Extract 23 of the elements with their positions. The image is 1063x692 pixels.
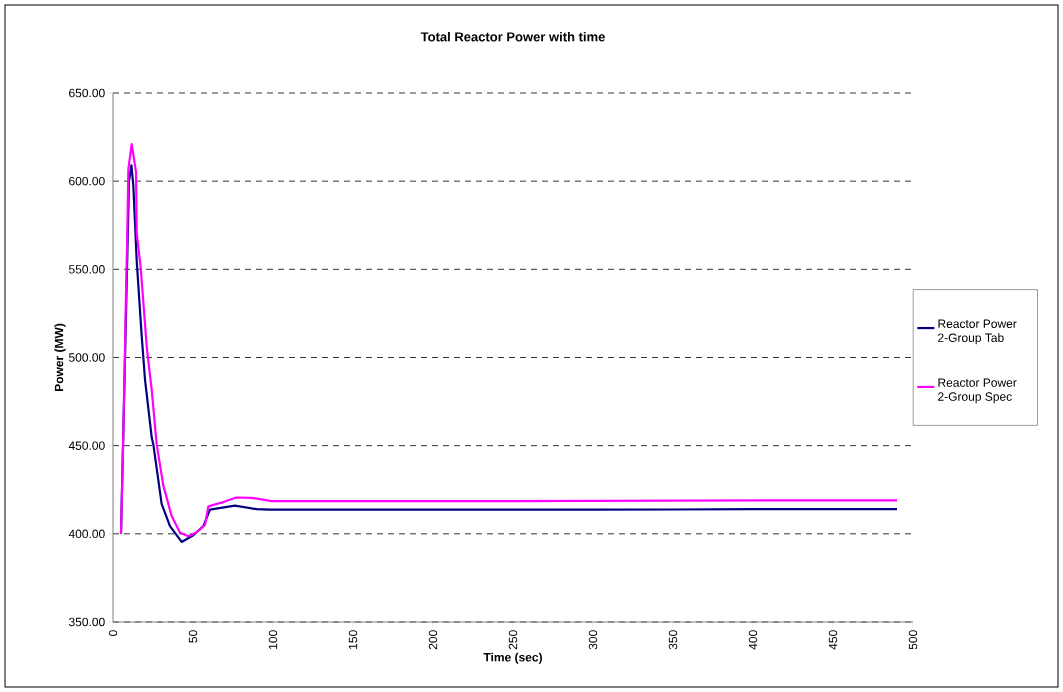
x-tick-label: 300 xyxy=(588,630,598,650)
y-tick-label: 650.00 xyxy=(69,88,105,98)
x-tick-label: 200 xyxy=(428,630,438,650)
y-tick-label: 500.00 xyxy=(68,353,105,362)
y-tick-label: 350.00 xyxy=(68,617,105,627)
x-tick-label: 450 xyxy=(828,630,838,650)
y-tick-label: 450.00 xyxy=(68,441,105,450)
x-axis-title: Time (sec) xyxy=(483,652,542,664)
legend-label: Reactor Power 2-Group Tab xyxy=(938,319,1017,345)
x-tick-label: 400 xyxy=(748,630,758,650)
x-tick-label: 250 xyxy=(508,630,518,650)
y-axis-title: Power (MW) xyxy=(54,323,66,392)
x-tick-label: 350 xyxy=(668,630,678,650)
x-tick-label: 500 xyxy=(908,630,918,650)
x-tick-label: 0 xyxy=(108,630,118,636)
x-tick-label: 50 xyxy=(188,630,198,643)
chart-title: Total Reactor Power with time xyxy=(420,31,605,42)
y-tick-label: 400.00 xyxy=(68,529,105,539)
legend-label: Reactor Power 2-Group Spec xyxy=(938,378,1017,404)
y-tick-label: 600.00 xyxy=(69,176,105,186)
x-tick-label: 150 xyxy=(348,630,358,649)
x-tick-label: 100 xyxy=(268,630,278,649)
y-tick-label: 550.00 xyxy=(68,265,105,274)
